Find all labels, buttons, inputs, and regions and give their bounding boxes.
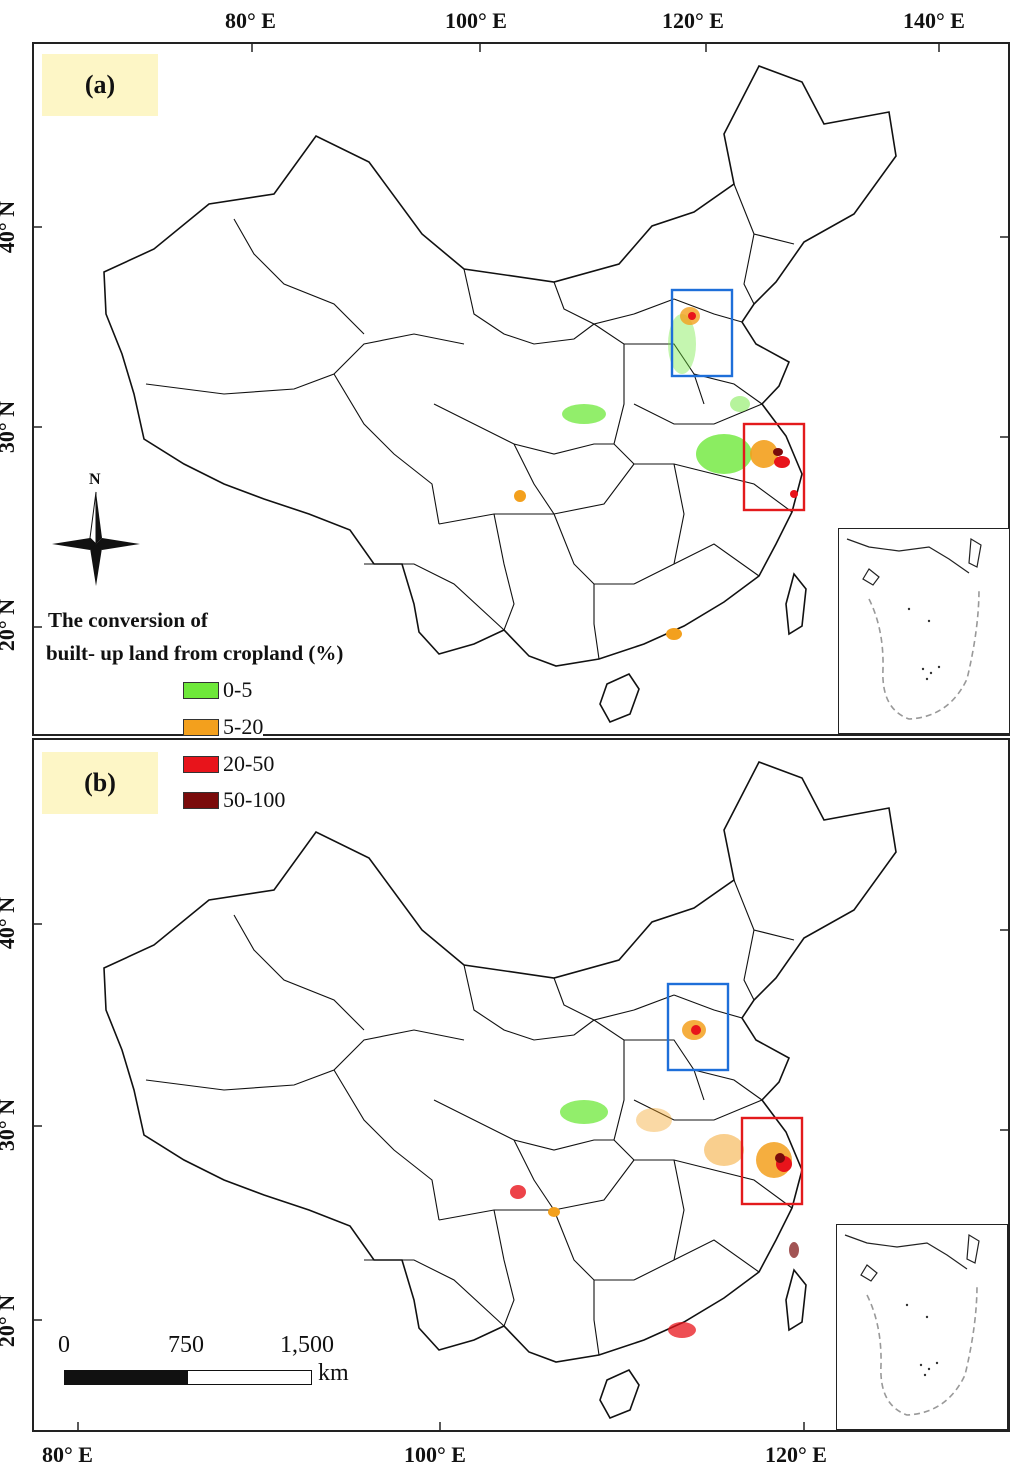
lat-label-40n-b: 40° N [0,897,20,950]
legend-item-50-100: 50-100 [183,787,285,813]
legend-title-line1: The conversion of [48,608,208,632]
lon-label-80e-top: 80° E [225,8,276,33]
lat-label-20n-a: 20° N [0,599,20,652]
lat-label-30n-b: 30° N [0,1099,20,1152]
china-map-a [34,44,1008,724]
scale-tick-1500: 1,500 [280,1332,334,1358]
scale-bar [64,1370,312,1385]
south-china-sea-inset-a [838,528,1010,734]
china-outline-b [103,761,897,1420]
lon-label-120e-bottom: 120° E [765,1442,827,1467]
lon-label-120e-top: 120° E [662,8,724,33]
legend-item-0-5: 0-5 [183,677,253,703]
scale-bar-black [65,1371,188,1384]
legend-label: 0-5 [223,677,253,702]
south-china-sea-inset-b [836,1224,1008,1430]
lon-label-100e-top: 100° E [445,8,507,33]
map-panel-b: (b) 0 750 1,500 km [32,738,1010,1432]
legend-swatch-darkred [183,791,219,809]
north-region-box-a [670,288,734,378]
legend-title-line2: built- up land from cropland (%) [46,641,344,665]
conversion-patches-a [514,307,798,640]
lat-label-20n-b: 20° N [0,1295,20,1348]
panel-label-a: (a) [42,54,158,116]
scale-unit: km [318,1360,349,1386]
legend-swatch-green [183,681,219,699]
scale-bar-white [188,1371,311,1384]
north-arrow-icon [52,491,140,586]
legend-swatch-orange [183,718,219,736]
scale-tick-0: 0 [58,1332,70,1358]
legend-swatch-red [183,755,219,773]
east-region-box-b [740,1116,804,1206]
china-outline-a [103,65,897,724]
lat-label-30n-a: 30° N [0,401,20,454]
lon-label-80e-bottom: 80° E [42,1442,93,1467]
legend-label: 5-20 [223,714,264,739]
north-arrow-label: N [89,471,101,488]
east-region-box-a [742,422,806,512]
legend-item-20-50: 20-50 [183,751,274,777]
scale-tick-750: 750 [168,1332,204,1358]
lat-label-40n-a: 40° N [0,201,20,254]
lon-label-140e-top: 140° E [903,8,965,33]
china-map-b [34,761,1008,1430]
map-panel-a: (a) N The conversion of built- up land f… [32,42,1010,736]
legend-item-5-20: 5-20 [183,714,264,740]
legend-label: 20-50 [223,751,275,776]
legend-label: 50-100 [223,787,286,812]
conversion-patches-b [510,1020,799,1338]
north-region-box-b [666,982,730,1072]
panel-label-b: (b) [42,752,158,814]
lon-label-100e-bottom: 100° E [404,1442,466,1467]
